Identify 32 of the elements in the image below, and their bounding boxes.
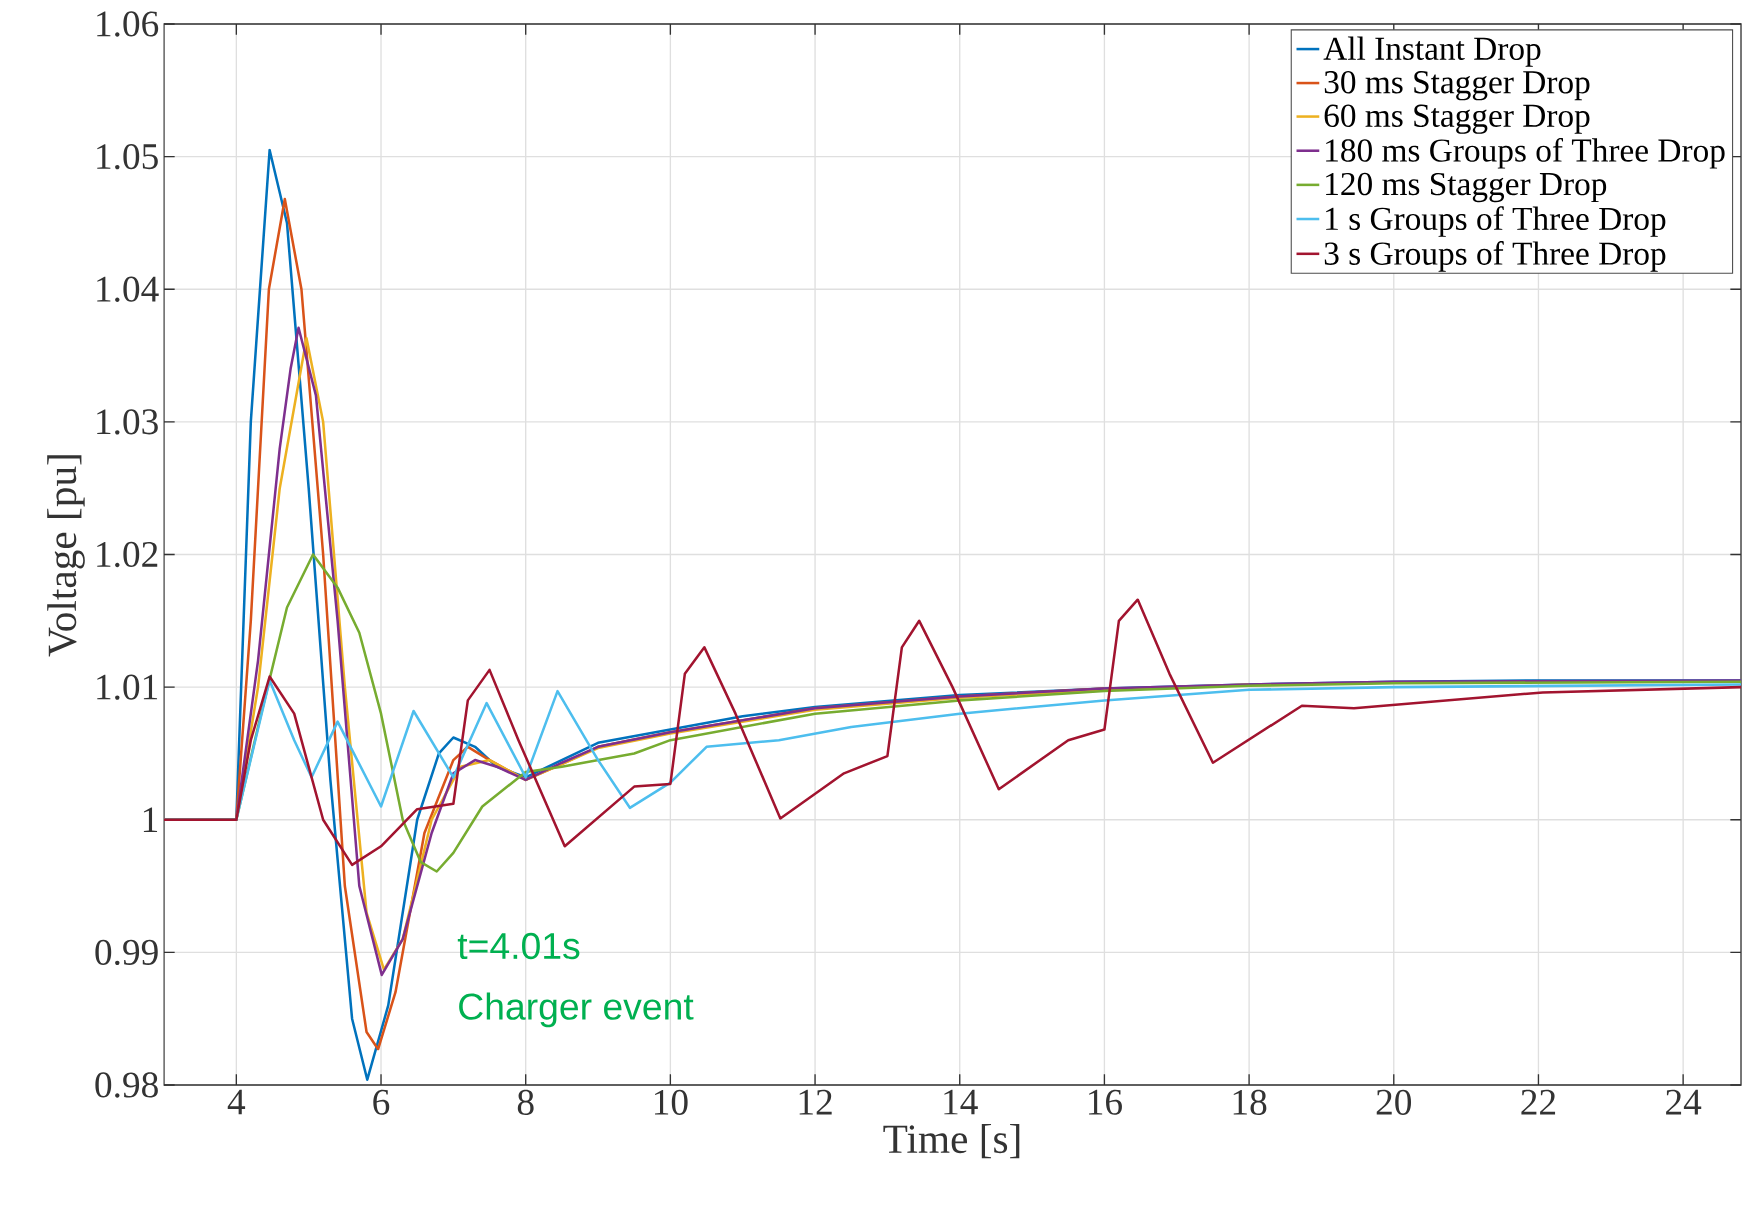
x-tick-label: 18 <box>1233 1089 1267 1115</box>
legend-label: 180 ms Groups of Three Drop <box>1326 137 1725 169</box>
x-tick-label: 16 <box>1089 1089 1122 1115</box>
x-tick-label: 6 <box>373 1089 390 1115</box>
x-tick-label: 10 <box>654 1089 688 1115</box>
x-tick-label: 22 <box>1521 1089 1556 1115</box>
x-tick-label: 4 <box>227 1089 246 1115</box>
x-tick-label: 12 <box>799 1089 832 1115</box>
legend-label: 120 ms Stagger Drop <box>1326 172 1607 203</box>
legend-label: 30 ms Stagger Drop <box>1324 70 1590 101</box>
line-series <box>164 598 1742 867</box>
x-axis-title: Time [s] <box>883 1124 1020 1159</box>
y-tick-label: 1.04 <box>97 276 159 302</box>
y-tick-label: 1.03 <box>97 409 158 435</box>
y-axis-title: Voltage [pu] <box>47 455 85 657</box>
y-tick-label: 0.99 <box>95 939 158 966</box>
y-tick-label: 1.01 <box>97 674 158 700</box>
annotation: t=4.01s <box>457 932 580 960</box>
x-tick-label: 24 <box>1666 1089 1702 1115</box>
y-tick-label: 1.02 <box>97 541 158 568</box>
annotation: Charger event <box>459 992 694 1028</box>
y-tick-label: 1 <box>143 807 158 833</box>
legend-label: 60 ms Stagger Drop <box>1324 104 1590 134</box>
legend-label: 1 s Groups of Three Drop <box>1326 206 1666 237</box>
x-tick-label: 8 <box>517 1089 534 1115</box>
y-tick-label: 1.05 <box>97 143 158 170</box>
y-tick-label: 0.98 <box>95 1072 158 1098</box>
legend-label: 3 s Groups of Three Drop <box>1324 241 1666 272</box>
x-tick-label: 14 <box>944 1089 978 1115</box>
x-tick-label: 20 <box>1376 1089 1412 1115</box>
y-tick-label: 1.06 <box>97 11 159 37</box>
legend-label: All Instant Drop <box>1323 36 1541 67</box>
